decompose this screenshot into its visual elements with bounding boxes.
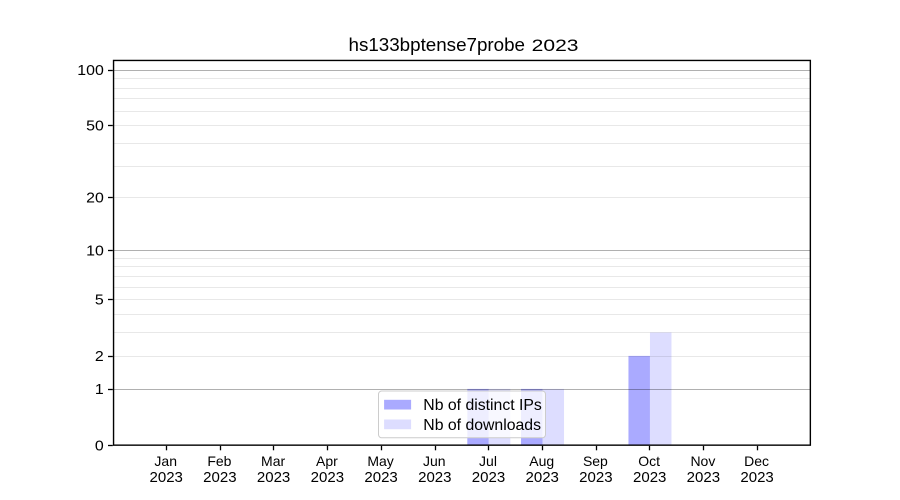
svg-text:2023: 2023 <box>687 470 720 486</box>
svg-text:2023: 2023 <box>257 470 290 486</box>
svg-text:5: 5 <box>95 292 104 309</box>
svg-text:Nb of distinct IPs: Nb of distinct IPs <box>423 397 542 414</box>
svg-text:100: 100 <box>77 62 104 79</box>
svg-text:2023: 2023 <box>740 470 773 486</box>
svg-text:Nb of downloads: Nb of downloads <box>423 417 541 434</box>
svg-text:2023: 2023 <box>579 470 612 486</box>
svg-text:2023: 2023 <box>150 470 183 486</box>
svg-text:Oct: Oct <box>638 453 660 469</box>
svg-text:Mar: Mar <box>261 453 285 469</box>
svg-text:Dec: Dec <box>744 453 769 469</box>
svg-text:10: 10 <box>86 242 104 259</box>
svg-text:0: 0 <box>95 438 104 455</box>
svg-text:Jan: Jan <box>154 453 177 469</box>
svg-text:2023: 2023 <box>311 470 344 486</box>
svg-text:Nov: Nov <box>690 453 715 469</box>
svg-text:2023: 2023 <box>364 470 397 486</box>
svg-text:Jul: Jul <box>479 453 497 469</box>
svg-text:May: May <box>367 453 393 469</box>
svg-text:Apr: Apr <box>316 453 338 469</box>
svg-text:50: 50 <box>86 117 104 134</box>
svg-text:2023: 2023 <box>472 470 505 486</box>
svg-text:1: 1 <box>95 381 104 398</box>
svg-text:hs133bptense7probe: hs133bptense7probe <box>349 34 526 55</box>
svg-text:Sep: Sep <box>583 453 608 469</box>
svg-text:Feb: Feb <box>207 453 231 469</box>
svg-text:Jun: Jun <box>423 453 446 469</box>
svg-text:2023: 2023 <box>526 470 559 486</box>
svg-text:2023: 2023 <box>418 470 451 486</box>
svg-text:20: 20 <box>86 190 104 207</box>
svg-text:Aug: Aug <box>529 453 554 469</box>
svg-text:2023: 2023 <box>633 470 666 486</box>
svg-text:2: 2 <box>95 348 104 365</box>
svg-text:2023: 2023 <box>203 470 236 486</box>
svg-text:2023: 2023 <box>532 36 579 55</box>
